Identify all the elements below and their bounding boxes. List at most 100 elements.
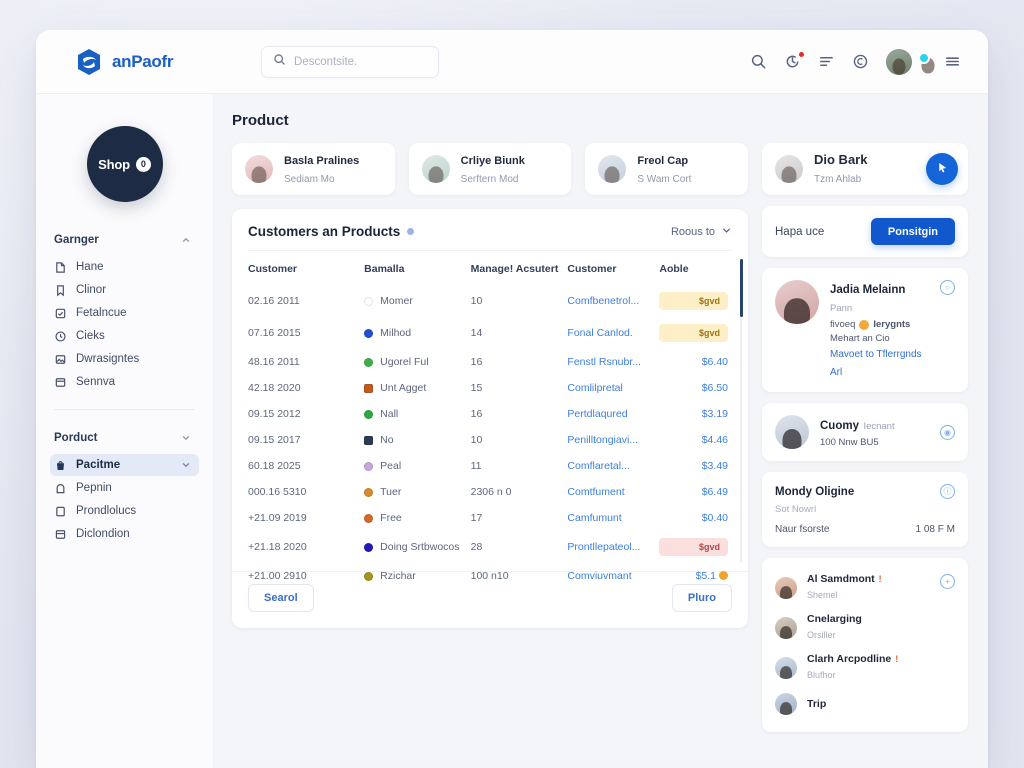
nav-group-header-porduct[interactable]: Porduct: [50, 432, 199, 444]
table-row[interactable]: 07.16 2015 Milhod 14 Fonal Canlod. $gvd: [248, 317, 732, 349]
list-item[interactable]: Clarh Arcpodline! Blufhor: [775, 648, 955, 688]
circle-gear-icon[interactable]: ◉: [940, 424, 955, 440]
cell-manage-acsutert: 14: [470, 327, 483, 339]
archive-icon: [54, 528, 67, 541]
table-row[interactable]: 42.18 2020 Unt Agget 15 Comlilpretal $6.50: [248, 375, 732, 401]
cell-customer-link[interactable]: Pertdlaqured: [567, 401, 659, 427]
cell-customer-link[interactable]: Comflaretal...: [567, 453, 659, 479]
search-icon[interactable]: [750, 53, 768, 71]
cell-link[interactable]: Prontllepateol...: [567, 541, 641, 553]
table-row[interactable]: 02.16 2011 Momer 10 Comfbenetrol... $gvd: [248, 285, 732, 317]
sidebar-item-clinor[interactable]: Clinor: [50, 279, 199, 301]
note-card: Mondy Oligine ⓘ Sot Nowrl Naur fsorste 1…: [762, 472, 968, 547]
cell-link[interactable]: Comlilpretal: [567, 382, 623, 394]
cell-customer-link[interactable]: Camfumunt: [567, 505, 659, 531]
brand[interactable]: anPaofr: [76, 48, 256, 76]
sidebar-item-hane[interactable]: Hane: [50, 256, 199, 278]
cell-label: Nall: [380, 408, 399, 420]
promo-action-button[interactable]: Ponsitgin: [870, 218, 955, 245]
cell-customer-link[interactable]: Comtfument: [567, 479, 659, 505]
avatar-card-2: [421, 155, 450, 183]
avatar-user-1[interactable]: [886, 48, 912, 75]
table-row[interactable]: 09.15 2012 Nall 16 Pertdlaqured $3.19: [248, 401, 732, 427]
column-header-bamalla[interactable]: Bamalla: [364, 263, 405, 275]
table-row[interactable]: +21.18 2020 Doing Srtbwocos 28 Prontllepate…: [248, 531, 732, 563]
featured-user-card[interactable]: Dio Bark Tzm Ahlab: [762, 143, 968, 195]
table-row[interactable]: +21.09 2019 Free 17 Camfumunt $0.40: [248, 505, 732, 531]
list-item[interactable]: Al Samdmont! Shemel: [775, 568, 955, 608]
column-header-manage-acsutert[interactable]: Manage! Acsutert: [470, 263, 559, 275]
cell-name-wrap: Peal: [364, 460, 466, 472]
sidebar-item-cieks[interactable]: Cieks: [50, 325, 199, 347]
sidebar-item-fetalncue[interactable]: Fetalncue: [50, 302, 199, 324]
search-input[interactable]: Descontsite.: [261, 45, 439, 78]
cell-bamalla: Unt Agget: [364, 375, 470, 401]
mini-user-line: 100 Nnw BU5: [820, 437, 879, 448]
cell-link[interactable]: Fenstl Rsnubr...: [567, 356, 641, 368]
cell-manage-acsutert: 16: [470, 408, 483, 420]
circle-info-icon[interactable]: ⓘ: [940, 484, 955, 499]
search-button[interactable]: Searol: [248, 584, 314, 612]
sidebar-item-prondlolucs[interactable]: Prondlolucs: [50, 500, 199, 522]
sidebar-item-pacitme[interactable]: Pacitme: [50, 454, 199, 476]
cell-customer-link[interactable]: Prontllepateol...: [567, 531, 659, 563]
circle-plus-icon[interactable]: +: [940, 574, 955, 589]
cell-link[interactable]: Pertdlaqured: [567, 408, 628, 420]
sidebar-item-label: Clinor: [76, 284, 107, 296]
cell-link[interactable]: Camfumunt: [567, 512, 622, 524]
more-button[interactable]: Pluro: [671, 584, 732, 612]
cell-customer-link[interactable]: Comviuvmant: [567, 563, 659, 589]
list-item[interactable]: Trip: [775, 688, 955, 720]
list-lines-icon[interactable]: [818, 53, 836, 71]
table-scrollbar-thumb[interactable]: [740, 259, 743, 317]
cell-name-wrap: No: [364, 434, 466, 446]
stat-card[interactable]: Crliye Biunk Serftern Mod: [408, 143, 572, 195]
table-row[interactable]: +21.00 2910 Rzichar 100 n10 Comviuvmant $5.1: [248, 563, 732, 589]
sidebar-item-label: Dwrasigntes: [76, 353, 140, 365]
hamburger-menu-icon[interactable]: [944, 53, 962, 71]
note-row-right: 1 08 F M: [915, 524, 955, 535]
table-scrollbar-track[interactable]: [740, 259, 742, 563]
shop-badge[interactable]: Shop 0: [86, 126, 163, 202]
sidebar-item-dwrasigntes[interactable]: Dwrasigntes: [50, 348, 199, 370]
cell-customer-link[interactable]: Comlilpretal: [567, 375, 659, 401]
cell-link[interactable]: Penilltongiavi...: [567, 434, 639, 446]
cell-aoble: $6.50: [659, 375, 732, 401]
table-row[interactable]: 000.16 5310 Tuer 2306 n 0 Comtfument $6.49: [248, 479, 732, 505]
cell-label: Peal: [380, 460, 402, 472]
cell-link[interactable]: Comtfument: [567, 486, 625, 498]
cell-customer-link[interactable]: Fonal Canlod.: [567, 317, 659, 349]
nav-group-header-garnger[interactable]: Garnger: [50, 234, 199, 246]
sidebar-item-sennva[interactable]: Sennva: [50, 371, 199, 393]
table-filter-dropdown[interactable]: Roous to: [671, 225, 732, 239]
cell-link[interactable]: Comfbenetrol...: [567, 295, 640, 307]
cell-name-wrap: Rzichar: [364, 570, 466, 582]
sidebar-divider: [54, 409, 195, 410]
profile-link[interactable]: Mavoet to Tflerrgnds Arl: [830, 349, 922, 378]
chevron-down-icon[interactable]: [181, 460, 191, 470]
circle-info-icon[interactable]: ○: [940, 280, 955, 295]
cell-link[interactable]: Comflaretal...: [567, 460, 630, 472]
color-swatch-icon: [364, 513, 374, 523]
list-item-body: Trip: [807, 698, 955, 710]
table-row[interactable]: 09.15 2017 No 10 Penilltongiavi... $4.46: [248, 427, 732, 453]
column-header-customer[interactable]: Customer: [248, 263, 298, 275]
stat-card[interactable]: Basla Pralines Sediam Mo: [232, 143, 395, 195]
cell-link[interactable]: Fonal Canlod.: [567, 327, 633, 339]
stat-card[interactable]: Freol Cap S Wam Cort: [585, 143, 749, 195]
column-header-aoble[interactable]: Aoble: [659, 263, 689, 275]
cell-customer-link[interactable]: Comfbenetrol...: [567, 285, 659, 317]
table-row[interactable]: 48.16 2011 Ugorel Ful 16 Fenstl Rsnubr... $6…: [248, 349, 732, 375]
help-circle-icon[interactable]: [852, 53, 870, 71]
cursor-arrow-button[interactable]: [926, 153, 958, 185]
cell-customer-link[interactable]: Penilltongiavi...: [567, 427, 659, 453]
list-item[interactable]: Cnelarging Orsiller: [775, 608, 955, 648]
cell-customer-link[interactable]: Fenstl Rsnubr...: [567, 349, 659, 375]
notification-bell-icon[interactable]: [784, 50, 805, 71]
table-row[interactable]: 60.18 2025 Peal 11 Comflaretal... $3.49: [248, 453, 732, 479]
promo-text: Hapa uce: [775, 225, 825, 238]
sidebar-item-pepnin[interactable]: Pepnin: [50, 477, 199, 499]
cell-link[interactable]: Comviuvmant: [567, 570, 632, 582]
sidebar-item-diclondion[interactable]: Diclondion: [50, 523, 199, 545]
column-header-customer-2[interactable]: Customer: [567, 263, 617, 275]
